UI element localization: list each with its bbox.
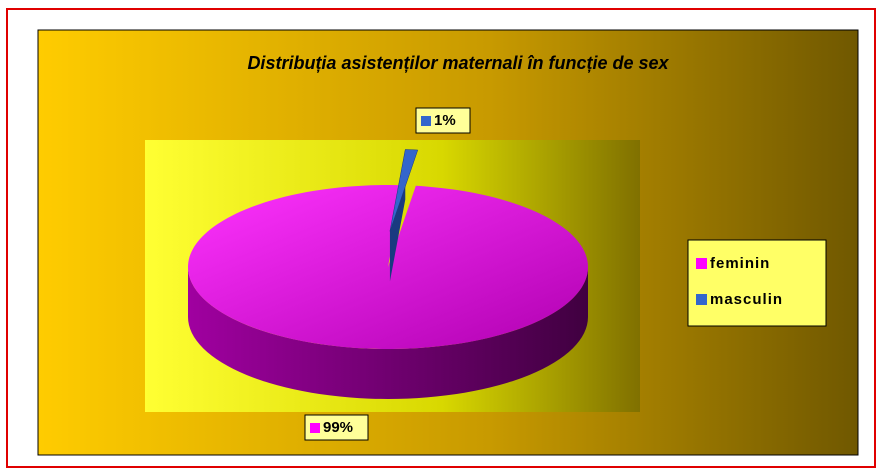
legend-items: feminin masculin	[696, 255, 783, 308]
legend	[687, 239, 827, 327]
data-label-key	[310, 423, 320, 433]
data-label-key	[421, 116, 431, 126]
pie	[187, 149, 588, 399]
pie-slice	[389, 149, 419, 232]
legend-key	[696, 294, 707, 305]
data-label: 99%	[323, 419, 353, 436]
chart-title: Distribuția asistenților maternali în fu…	[247, 53, 669, 73]
legend-label: masculin	[710, 291, 783, 308]
data-label: 1%	[434, 112, 456, 129]
legend-label: feminin	[710, 255, 770, 272]
pie-slice	[187, 185, 588, 349]
legend-key	[696, 258, 707, 269]
data-labels: 99% 1%	[304, 107, 471, 441]
pie-side	[188, 267, 588, 399]
